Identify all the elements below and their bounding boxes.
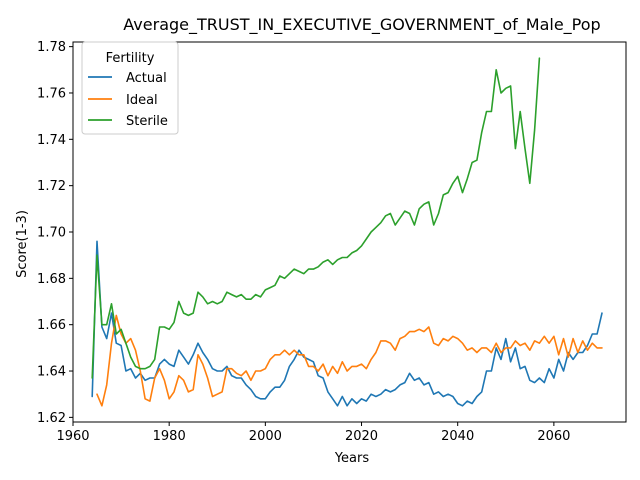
y-tick-label: 1.72 xyxy=(37,179,66,194)
x-tick-label: 1960 xyxy=(56,429,89,444)
y-tick-label: 1.68 xyxy=(37,272,66,287)
x-axis-label: Years xyxy=(334,451,370,466)
y-tick-label: 1.62 xyxy=(37,411,66,426)
x-tick-label: 2040 xyxy=(441,429,474,444)
y-tick-label: 1.74 xyxy=(37,133,66,148)
chart-title: Average_TRUST_IN_EXECUTIVE_GOVERNMENT_of… xyxy=(123,15,600,35)
x-tick-label: 2000 xyxy=(249,429,282,444)
legend-entry-actual: Actual xyxy=(126,71,167,86)
series-line-sterile xyxy=(91,57,541,379)
y-tick-label: 1.78 xyxy=(37,40,66,55)
x-tick-label: 2060 xyxy=(537,429,570,444)
legend-entry-ideal: Ideal xyxy=(126,93,158,108)
x-axis: 1960 1980 2000 2020 2040 2060 xyxy=(56,422,570,444)
legend-title: Fertility xyxy=(106,51,155,66)
y-tick-label: 1.66 xyxy=(37,318,66,333)
legend: Fertility Actual Ideal Sterile xyxy=(81,41,179,135)
y-axis: 1.62 1.64 1.66 1.68 1.70 1.72 1.74 1.76 1.78 xyxy=(37,40,73,426)
series-line-ideal xyxy=(96,314,603,407)
series-line-actual xyxy=(91,240,603,407)
x-tick-label: 2020 xyxy=(345,429,378,444)
y-tick-label: 1.64 xyxy=(37,365,66,380)
x-tick-label: 1980 xyxy=(153,429,186,444)
y-axis-label: Score(1-3) xyxy=(15,210,30,278)
legend-box xyxy=(81,41,179,135)
y-tick-label: 1.76 xyxy=(37,86,66,101)
legend-entry-sterile: Sterile xyxy=(126,114,168,129)
plot-area xyxy=(91,57,603,407)
y-tick-label: 1.70 xyxy=(37,226,66,241)
